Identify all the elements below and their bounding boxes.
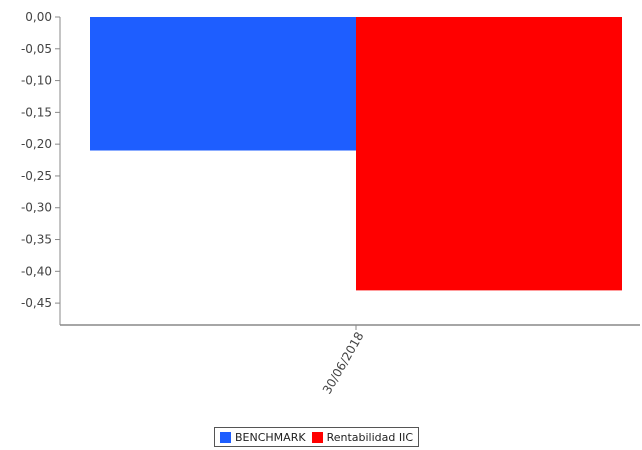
y-tick-label: -0,20	[21, 137, 52, 151]
legend-swatch-rentabilidad	[311, 431, 323, 443]
y-tick-label: -0,25	[21, 169, 52, 183]
legend-label-benchmark: BENCHMARK	[235, 430, 306, 444]
legend-label-rentabilidad: Rentabilidad IIC	[326, 430, 414, 444]
x-tick-label: 30/06/2018	[320, 330, 367, 397]
y-tick-label: -0,15	[21, 105, 52, 119]
y-tick-label: -0,30	[21, 201, 52, 215]
bar-chart: 0,00 -0,05 -0,10 -0,15 -0,20 -0,25 -0,30 -0,35 -…	[21, 10, 640, 396]
bar-rentabilidad-iic	[356, 17, 622, 291]
legend-item-rentabilidad: Rentabilidad IIC	[311, 430, 414, 444]
y-tick-label: -0,05	[21, 42, 52, 56]
y-tick-label: -0,45	[21, 296, 52, 310]
y-tick-label: 0,00	[25, 10, 52, 24]
legend-swatch-benchmark	[220, 431, 231, 443]
bar-benchmark	[90, 17, 356, 151]
y-tick-label: -0,35	[21, 233, 52, 247]
legend-item-benchmark: BENCHMARK	[220, 431, 306, 444]
chart-legend: BENCHMARK Rentabilidad IIC	[214, 427, 420, 447]
plot-area: 0,00 -0,05 -0,10 -0,15 -0,20 -0,25 -0,30 -0,35 -…	[21, 10, 640, 396]
y-tick-label: -0,40	[21, 264, 52, 278]
y-tick-label: -0,10	[21, 74, 52, 88]
